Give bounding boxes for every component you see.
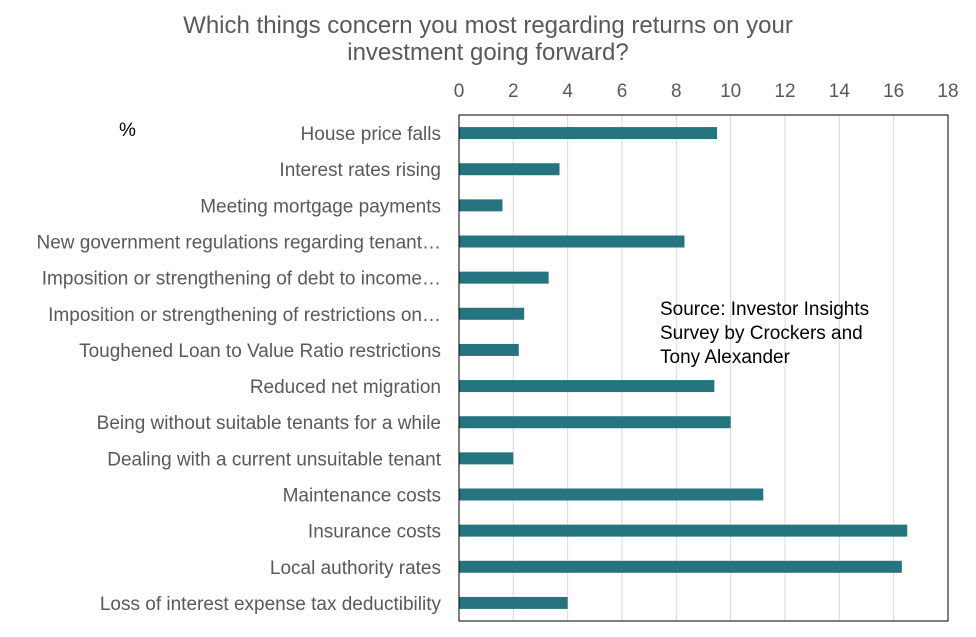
category-label: New government regulations regarding ten…	[36, 233, 441, 254]
category-label: Loss of interest expense tax deductibili…	[100, 594, 442, 615]
source-note: Source: Investor Insights Survey by Crock…	[660, 299, 869, 368]
x-tick-label: 6	[617, 81, 628, 102]
x-tick-label: 2	[508, 81, 519, 102]
category-label: Imposition or strengthening of restricti…	[48, 305, 441, 326]
source-note-line: Source: Investor Insights	[660, 299, 869, 320]
bar	[459, 127, 718, 140]
chart-title-line: investment going forward?	[347, 39, 628, 66]
x-tick-label: 12	[774, 81, 795, 102]
chart-title: Which things concern you most regarding …	[183, 12, 793, 66]
bar	[459, 596, 568, 609]
x-tick-label: 8	[671, 81, 682, 102]
bar	[459, 524, 908, 537]
x-tick-label: 10	[720, 81, 741, 102]
bar	[459, 235, 685, 248]
category-label: Toughened Loan to Value Ratio restrictio…	[79, 341, 441, 362]
unit-label: %	[119, 120, 136, 141]
x-axis-ticks: 0 2 4 6 8 10 12 14 16 18	[454, 81, 959, 102]
bar	[459, 307, 525, 320]
bars	[459, 127, 908, 609]
x-tick-label: 16	[883, 81, 904, 102]
category-label: Imposition or strengthening of debt to i…	[42, 269, 441, 290]
plot-frame	[458, 114, 949, 622]
chart-title-line: Which things concern you most regarding …	[183, 12, 793, 39]
bar	[459, 488, 764, 501]
bar	[459, 199, 503, 212]
category-labels: House price falls Interest rates rising Me…	[36, 124, 441, 615]
category-label: Meeting mortgage payments	[200, 196, 441, 217]
category-label: Reduced net migration	[250, 377, 441, 398]
bar	[459, 416, 731, 429]
x-tick-label: 4	[562, 81, 573, 102]
gridlines	[512, 115, 895, 621]
source-note-line: Tony Alexander	[660, 347, 791, 368]
source-note-line: Survey by Crockers and	[660, 323, 863, 344]
category-label: Maintenance costs	[283, 486, 441, 507]
category-label: House price falls	[301, 124, 441, 145]
category-label: Interest rates rising	[279, 160, 441, 181]
bar	[459, 163, 560, 176]
category-label: Insurance costs	[308, 522, 441, 543]
category-label: Dealing with a current unsuitable tenant	[107, 449, 441, 470]
bar	[459, 452, 514, 465]
x-tick-label: 0	[454, 81, 465, 102]
category-label: Being without suitable tenants for a whi…	[97, 413, 441, 434]
category-label: Local authority rates	[270, 558, 441, 579]
bar	[459, 343, 519, 356]
bar	[459, 560, 902, 573]
bar	[459, 380, 715, 393]
x-tick-label: 14	[829, 81, 851, 102]
bar	[459, 271, 549, 284]
x-tick-label: 18	[937, 81, 958, 102]
